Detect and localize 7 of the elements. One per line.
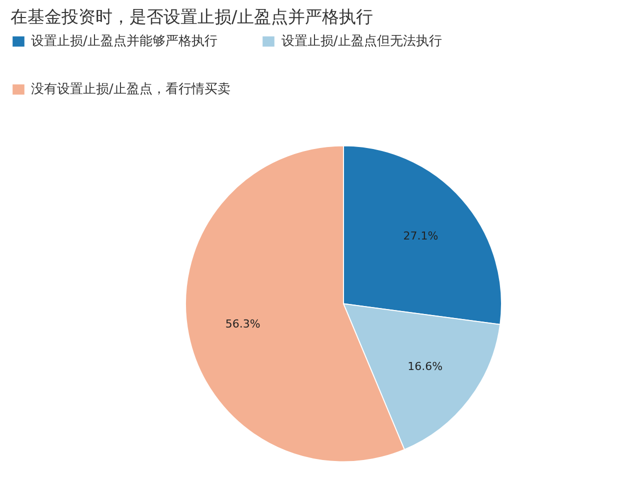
data-label: 16.6% [408,360,443,373]
chart-title: 在基金投资时，是否设置止损/止盈点并严格执行 [10,8,374,28]
data-label: 56.3% [225,318,260,331]
legend-label: 没有设置止损/止盈点，看行情买卖 [31,81,230,98]
legend-label: 设置止损/止盈点但无法执行 [281,33,442,50]
data-label: 27.1% [403,229,438,242]
legend-label: 设置止损/止盈点并能够严格执行 [31,33,218,50]
